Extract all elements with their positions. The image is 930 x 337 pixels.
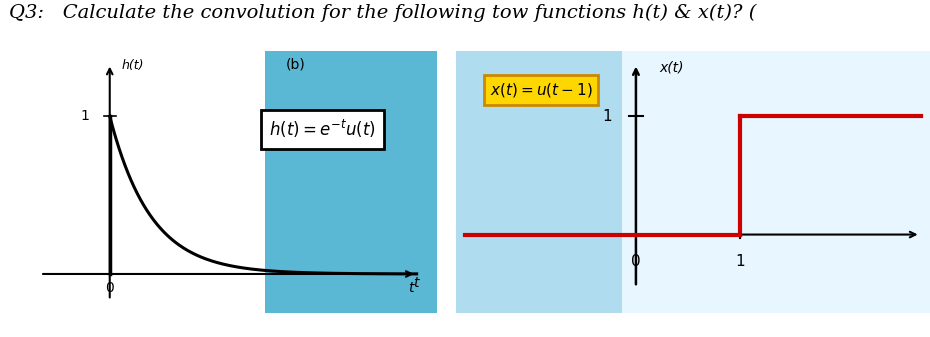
Text: 1: 1 (603, 109, 612, 124)
Text: (b): (b) (286, 58, 305, 72)
Text: $h(t) = e^{-t}u(t)$: $h(t) = e^{-t}u(t)$ (269, 118, 376, 141)
Text: 0: 0 (105, 281, 114, 296)
Text: 1: 1 (736, 254, 745, 269)
Text: $t$: $t$ (408, 281, 417, 296)
Bar (456, 51, 621, 313)
Text: 1: 1 (80, 109, 89, 123)
Text: Q3:   Calculate the convolution for the following tow functions h(t) & x(t)? (: Q3: Calculate the convolution for the fo… (9, 3, 757, 22)
Text: 0: 0 (631, 254, 641, 269)
Text: $t$: $t$ (413, 276, 420, 290)
Bar (265, 51, 437, 313)
Bar (621, 51, 930, 313)
Text: x(t): x(t) (659, 61, 684, 74)
Text: h(t): h(t) (122, 59, 144, 72)
Text: $x(t)=u(t-1)$: $x(t)=u(t-1)$ (490, 81, 592, 99)
